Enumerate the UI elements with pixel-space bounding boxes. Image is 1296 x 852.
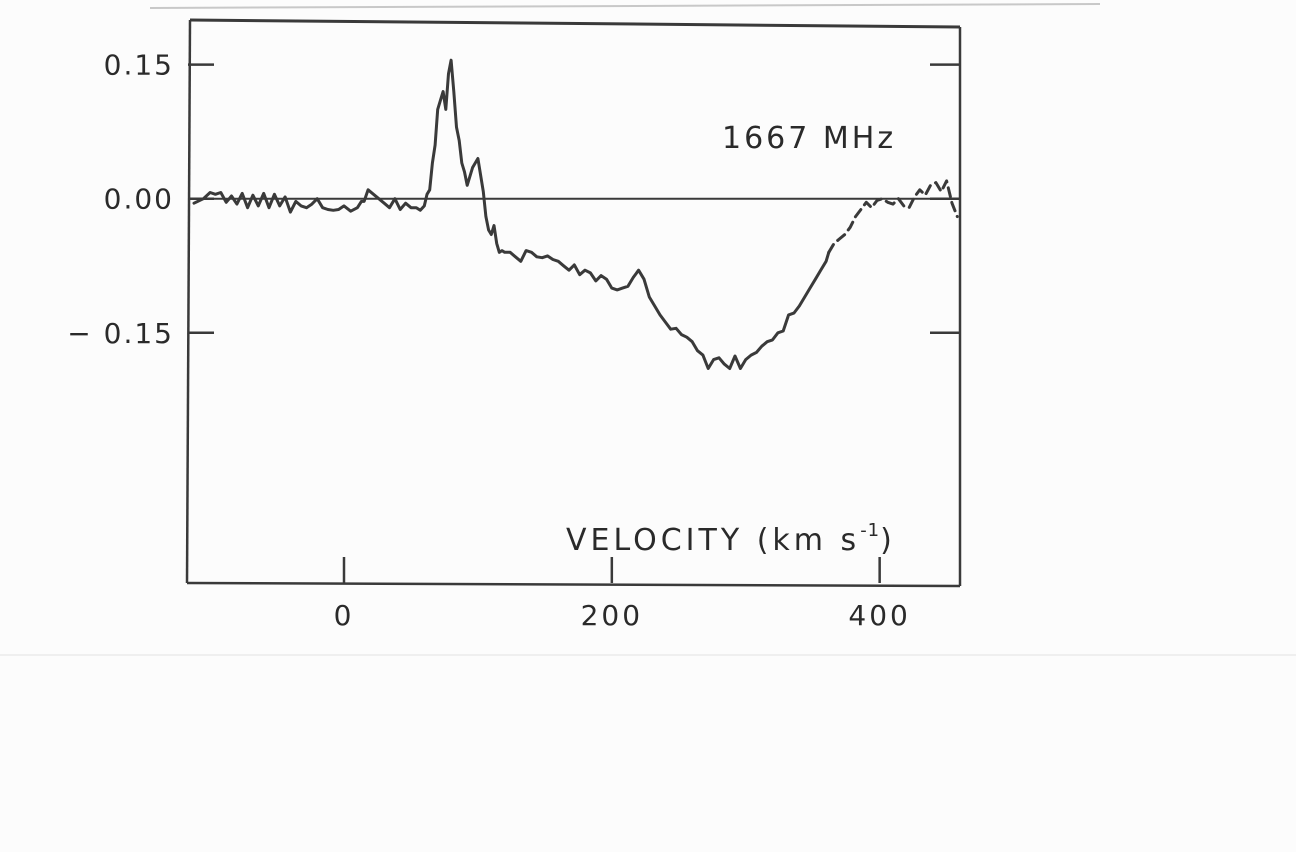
y-axis-ticks: 0.15 0.00 − 0.15	[67, 49, 960, 350]
x-axis-label-main: VELOCITY (km s	[566, 523, 860, 558]
spectrum-line	[192, 58, 831, 370]
x-axis-label-sup: -1	[860, 520, 880, 541]
x-axis-label: VELOCITY (km s-1)	[566, 520, 896, 558]
x-tick-label: 200	[581, 599, 643, 632]
frame-top	[189, 18, 961, 29]
scan-edge-top	[149, 3, 1101, 9]
x-tick-label: 400	[848, 599, 910, 632]
y-tick-label: − 0.15	[67, 317, 174, 350]
y-tick-label: 0.00	[104, 183, 174, 216]
spectrum-line-dashed	[827, 179, 959, 254]
frame-left	[185, 19, 192, 584]
x-tick-label: 0	[334, 599, 355, 632]
x-axis-label-close: )	[880, 523, 896, 558]
frequency-label: 1667 MHz	[722, 121, 896, 156]
frame-bottom	[186, 581, 961, 588]
series-group	[192, 58, 959, 370]
x-axis-ticks: 0 200 400	[334, 557, 910, 632]
y-tick-label: 0.15	[104, 49, 174, 82]
plot-frame	[185, 18, 962, 588]
